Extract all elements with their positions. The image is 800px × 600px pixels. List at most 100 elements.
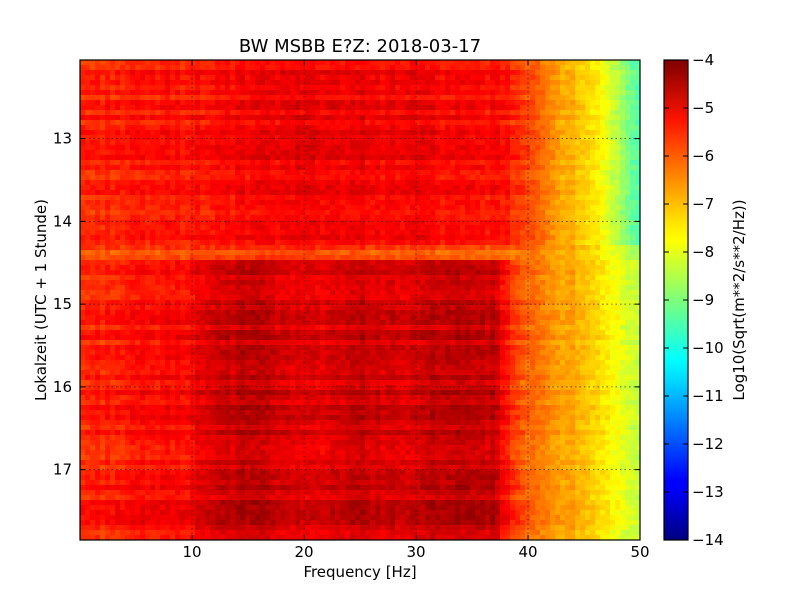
heatmap-cell [390, 275, 396, 281]
heatmap-cell [125, 190, 131, 196]
heatmap-cell [255, 250, 261, 256]
heatmap-cell [400, 195, 406, 201]
heatmap-cell [485, 165, 491, 171]
heatmap-cell [510, 85, 516, 91]
heatmap-cell [190, 105, 196, 111]
heatmap-cell [195, 205, 201, 211]
heatmap-cell [545, 200, 551, 206]
heatmap-cell [165, 225, 171, 231]
heatmap-cell [635, 80, 640, 86]
heatmap-cell [425, 85, 431, 91]
heatmap-cell [255, 200, 261, 206]
heatmap-cell [345, 85, 351, 91]
heatmap-cell [635, 115, 640, 121]
heatmap-cell [95, 185, 101, 191]
heatmap-cell [80, 115, 86, 121]
heatmap-cell [440, 170, 446, 176]
heatmap-cell [390, 120, 396, 126]
heatmap-cell [185, 120, 191, 126]
heatmap-cell [425, 60, 431, 66]
heatmap-cell [485, 170, 491, 176]
heatmap-cell [115, 265, 121, 271]
heatmap-cell [185, 140, 191, 146]
heatmap-cell [150, 270, 156, 276]
heatmap-cell [480, 115, 486, 121]
heatmap-cell [340, 150, 346, 156]
heatmap-cell [330, 215, 336, 221]
heatmap-cell [370, 235, 376, 241]
heatmap-cell [110, 255, 116, 261]
heatmap-cell [220, 160, 226, 166]
heatmap-cell [420, 230, 426, 236]
heatmap-cell [590, 170, 596, 176]
heatmap-cell [200, 90, 206, 96]
heatmap-cell [235, 125, 241, 131]
heatmap-cell [200, 255, 206, 261]
heatmap-cell [255, 230, 261, 236]
heatmap-cell [465, 90, 471, 96]
heatmap-cell [225, 210, 231, 216]
heatmap-cell [135, 75, 141, 81]
heatmap-cell [345, 95, 351, 101]
heatmap-cell [620, 220, 626, 226]
heatmap-cell [170, 75, 176, 81]
heatmap-cell [250, 220, 256, 226]
heatmap-cell [485, 240, 491, 246]
heatmap-cell [340, 140, 346, 146]
heatmap-cell [345, 90, 351, 96]
heatmap-cell [545, 125, 551, 131]
heatmap-cell [445, 155, 451, 161]
heatmap-cell [115, 255, 121, 261]
heatmap-cell [505, 225, 511, 231]
heatmap-cell [80, 255, 86, 261]
heatmap-cell [245, 200, 251, 206]
heatmap-cell [595, 105, 601, 111]
heatmap-cell [235, 190, 241, 196]
heatmap-cell [450, 120, 456, 126]
heatmap-cell [560, 185, 566, 191]
heatmap-cell [530, 180, 536, 186]
heatmap-cell [120, 270, 126, 276]
heatmap-cell [120, 160, 126, 166]
heatmap-cell [325, 165, 331, 171]
heatmap-cell [145, 190, 151, 196]
heatmap-cell [385, 180, 391, 186]
heatmap-cell [245, 135, 251, 141]
heatmap-cell [440, 90, 446, 96]
heatmap-cell [420, 120, 426, 126]
heatmap-cell [155, 145, 161, 151]
heatmap-cell [410, 115, 416, 121]
heatmap-cell [310, 170, 316, 176]
heatmap-cell [275, 220, 281, 226]
heatmap-cell [365, 270, 371, 276]
heatmap-cell [180, 150, 186, 156]
heatmap-cell [140, 185, 146, 191]
heatmap-cell [90, 195, 96, 201]
heatmap-cell [625, 275, 631, 281]
heatmap-cell [540, 110, 546, 116]
heatmap-cell [375, 170, 381, 176]
heatmap-cell [500, 85, 506, 91]
heatmap-cell [630, 270, 636, 276]
heatmap-cell [230, 110, 236, 116]
heatmap-cell [630, 250, 636, 256]
heatmap-cell [240, 190, 246, 196]
heatmap-cell [605, 115, 611, 121]
heatmap-cell [595, 215, 601, 221]
heatmap-cell [480, 255, 486, 261]
heatmap-cell [535, 135, 541, 141]
heatmap-cell [135, 140, 141, 146]
heatmap-cell [255, 275, 261, 281]
heatmap-cell [615, 220, 621, 226]
heatmap-cell [335, 195, 341, 201]
heatmap-cell [400, 145, 406, 151]
heatmap-cell [215, 140, 221, 146]
heatmap-cell [455, 70, 461, 76]
heatmap-cell [540, 215, 546, 221]
heatmap-cell [565, 160, 571, 166]
heatmap-cell [610, 90, 616, 96]
heatmap-cell [405, 215, 411, 221]
heatmap-cell [215, 245, 221, 251]
heatmap-cell [465, 250, 471, 256]
heatmap-cell [630, 110, 636, 116]
